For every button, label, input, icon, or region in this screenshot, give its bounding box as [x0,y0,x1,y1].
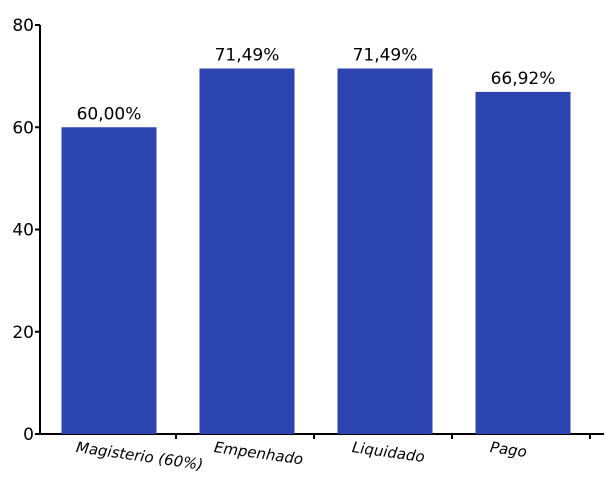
y-tick-label: 0 [23,425,34,445]
bar [199,68,295,434]
data-label: 71,49% [215,46,280,66]
y-tick-label: 80 [12,16,34,36]
y-tick-label: 60 [12,118,34,138]
data-label: 60,00% [77,104,142,124]
y-tick-label: 20 [12,323,34,343]
category-label: Magisterio (60%) [75,438,204,474]
bar [61,127,157,434]
data-label: 66,92% [491,69,556,89]
data-label: 71,49% [353,46,418,66]
category-label: Liquidado [351,438,426,466]
bars [61,68,571,435]
bar [337,68,433,434]
data-labels: 60,00% 71,49% 71,49% 66,92% [77,46,556,125]
x-axis [40,433,604,439]
category-label: Pago [489,438,528,461]
category-labels: Magisterio (60%) Empenhado Liquidado Pago [75,438,528,474]
y-tick-label: 40 [12,221,34,241]
y-axis: 0 20 40 60 80 [12,16,41,445]
bar [475,91,571,435]
category-label: Empenhado [213,438,304,468]
